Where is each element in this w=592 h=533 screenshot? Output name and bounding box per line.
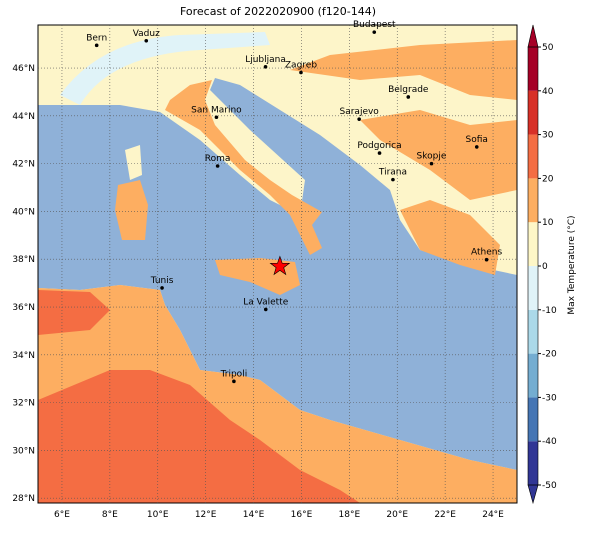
- colorbar-band: [528, 90, 538, 135]
- colorbar-tick-label: -40: [542, 437, 557, 447]
- city-dot: [391, 177, 395, 182]
- y-tick-label: 32°N: [12, 399, 35, 409]
- city-label: Tirana: [378, 168, 407, 178]
- city-dot: [214, 115, 219, 120]
- city-dot: [144, 38, 149, 43]
- city-dot: [299, 70, 303, 75]
- city-label: Podgorica: [357, 141, 401, 151]
- colorbar-extend: [527, 24, 539, 48]
- y-tick-label: 30°N: [12, 446, 35, 456]
- city-label: Sarajevo: [340, 107, 380, 117]
- city-label: Vaduz: [133, 29, 160, 39]
- city-label: Sofia: [466, 135, 488, 145]
- x-tick-label: 18°E: [339, 510, 361, 520]
- colorbar-band: [528, 266, 538, 310]
- y-tick-label: 42°N: [12, 160, 35, 170]
- city-dot: [429, 161, 434, 166]
- y-tick-label: 38°N: [12, 255, 35, 265]
- colorbar-label: Max Temperature (°C): [567, 215, 577, 314]
- city-dot: [263, 65, 268, 69]
- city-dot: [372, 30, 377, 34]
- city-dot: [160, 286, 164, 290]
- y-tick-label: 40°N: [12, 207, 35, 217]
- y-tick-label: 28°N: [12, 494, 35, 504]
- city-label: Belgrade: [388, 85, 429, 95]
- city-label: San Marino: [191, 105, 242, 115]
- city-label: Tunis: [150, 276, 174, 286]
- x-tick-label: 6°E: [54, 510, 70, 520]
- y-tick-label: 44°N: [12, 112, 35, 122]
- colorbar-tick-label: -50: [542, 481, 557, 491]
- map-frame: [37, 24, 518, 504]
- x-tick-label: 22°E: [434, 510, 456, 520]
- map-background: [38, 25, 517, 503]
- colorbar-tick-label: 0: [542, 262, 548, 272]
- colorbar-band: [528, 134, 538, 179]
- colorbar-band: [528, 397, 538, 442]
- city-label: Tripoli: [220, 369, 248, 379]
- city-label: Skopje: [417, 152, 447, 162]
- star-marker: [269, 255, 291, 276]
- colorbar-band: [528, 441, 538, 485]
- colorbar-tick-label: 50: [542, 43, 554, 53]
- city-label: Roma: [205, 154, 231, 164]
- city-dot: [474, 145, 479, 149]
- x-tick-label: 20°E: [386, 510, 408, 520]
- colorbar-tick-label: -30: [542, 393, 557, 403]
- x-tick-label: 12°E: [195, 510, 217, 520]
- colorbar-band: [528, 222, 538, 266]
- city-label: Ljubljana: [245, 55, 286, 65]
- colorbar-extend: [527, 484, 539, 505]
- city-label: Zagreb: [285, 61, 317, 71]
- colorbar-band: [528, 353, 538, 398]
- city-label: La Valette: [243, 297, 288, 307]
- city-label: Bern: [86, 33, 107, 43]
- x-tick-label: 8°E: [102, 510, 118, 520]
- city-label: Athens: [471, 248, 502, 258]
- city-dot: [94, 43, 99, 48]
- colorbar-tick-label: 20: [542, 174, 554, 184]
- colorbar-band: [528, 178, 538, 223]
- colorbar-tick-label: 30: [542, 131, 554, 141]
- colorbar-tick-label: 40: [542, 87, 554, 97]
- x-tick-label: 10°E: [147, 510, 169, 520]
- city-dot: [377, 151, 382, 155]
- colorbar-band: [528, 47, 538, 91]
- colorbar-tick-label: -20: [542, 350, 557, 360]
- city-dot: [215, 164, 220, 168]
- y-tick-label: 36°N: [12, 303, 35, 313]
- x-tick-label: 14°E: [243, 510, 265, 520]
- title: Forecast of 2022020900 (f120-144): [180, 5, 376, 18]
- city-dot: [484, 257, 489, 262]
- city-dot: [232, 379, 236, 384]
- colorbar-band: [528, 309, 538, 354]
- x-tick-label: 24°E: [482, 510, 504, 520]
- city-dot: [406, 95, 411, 99]
- city-dot: [263, 307, 268, 312]
- colorbar-tick-label: -10: [542, 306, 557, 316]
- city-label: Budapest: [353, 20, 396, 30]
- colorbar-tick-label: 10: [542, 218, 554, 228]
- y-tick-label: 34°N: [12, 351, 35, 361]
- y-tick-label: 46°N: [12, 64, 35, 74]
- x-tick-label: 16°E: [291, 510, 313, 520]
- city-dot: [357, 117, 361, 121]
